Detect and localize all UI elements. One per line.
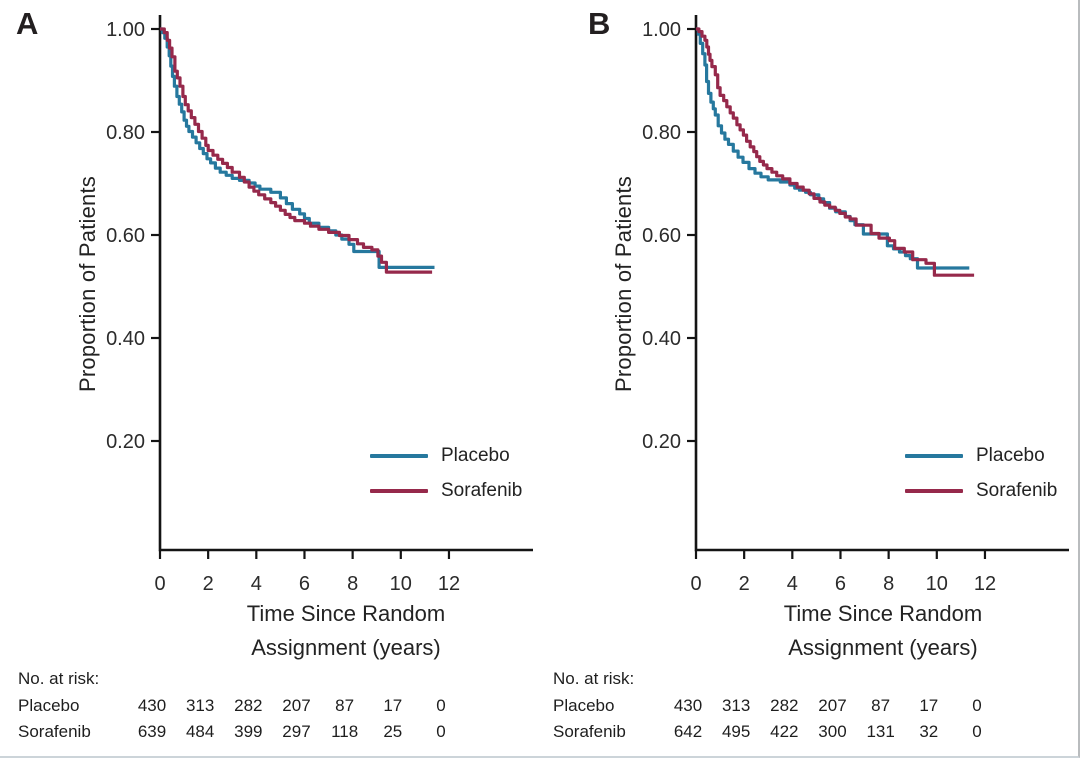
panel-a-letter: A [16, 6, 39, 41]
risk-count: 87 [335, 696, 355, 715]
risk-count: 17 [919, 696, 939, 715]
svg-text:12: 12 [438, 573, 460, 595]
risk-count: 17 [383, 696, 403, 715]
panel-b-risk-row-sorafenib-label: Sorafenib [553, 722, 626, 741]
panel-b-risk-row-placebo-label: Placebo [553, 696, 615, 715]
risk-count: 639 [137, 722, 167, 741]
svg-text:0.80: 0.80 [106, 122, 145, 144]
svg-text:10: 10 [926, 573, 948, 595]
risk-count: 0 [972, 722, 982, 741]
panel-b-legend: Placebo Sorafenib [905, 438, 1057, 508]
risk-count: 430 [673, 696, 703, 715]
legend-item-placebo: Placebo [905, 438, 1057, 473]
svg-text:4: 4 [787, 573, 798, 595]
risk-count: 118 [331, 722, 359, 741]
svg-text:0.40: 0.40 [642, 328, 681, 350]
svg-text:0.80: 0.80 [642, 122, 681, 144]
panel-a-risk-row-sorafenib-label: Sorafenib [18, 722, 91, 741]
svg-text:1.00: 1.00 [106, 19, 145, 41]
panel-a-risk-header: No. at risk: [18, 669, 100, 688]
x-axis-title-line1: Time Since Random [783, 601, 983, 626]
risk-count: 642 [673, 722, 703, 741]
svg-text:4: 4 [251, 573, 262, 595]
panel-b-risk-header: No. at risk: [553, 669, 635, 688]
svg-text:6: 6 [835, 573, 846, 595]
svg-text:0.20: 0.20 [106, 431, 145, 453]
panel-a-y-axis-title: Proportion of Patients [75, 176, 100, 392]
risk-count: 0 [436, 722, 446, 741]
placebo-line-swatch [905, 453, 963, 458]
svg-text:8: 8 [347, 573, 358, 595]
svg-text:1.00: 1.00 [642, 19, 681, 41]
panel-a-risk-row-placebo-label: Placebo [18, 696, 80, 715]
risk-count: 0 [436, 696, 446, 715]
risk-count: 313 [721, 696, 751, 715]
svg-text:0.60: 0.60 [642, 225, 681, 247]
legend-item-placebo: Placebo [370, 438, 522, 473]
legend-label: Sorafenib [976, 479, 1058, 501]
risk-count: 87 [871, 696, 891, 715]
risk-count: 282 [770, 696, 799, 715]
risk-count: 422 [770, 722, 799, 741]
risk-count: 484 [185, 722, 215, 741]
risk-count: 399 [234, 722, 263, 741]
x-axis-title-line2: Assignment (years) [251, 635, 441, 660]
legend-item-sorafenib: Sorafenib [370, 473, 522, 508]
legend-label: Sorafenib [441, 479, 523, 501]
svg-text:0.20: 0.20 [642, 431, 681, 453]
legend-label: Placebo [976, 444, 1045, 466]
risk-count: 207 [282, 696, 311, 715]
x-axis-title-line1: Time Since Random [246, 601, 446, 626]
risk-count: 300 [818, 722, 847, 741]
x-axis-title-line2: Assignment (years) [788, 635, 978, 660]
risk-count: 495 [721, 722, 751, 741]
panel-a-legend: Placebo Sorafenib [370, 438, 522, 508]
legend-label: Placebo [441, 444, 510, 466]
risk-count: 32 [919, 722, 939, 741]
risk-count: 0 [972, 696, 982, 715]
panel-b-x-axis-title: Time Since Random Assignment (years) [683, 597, 1078, 665]
risk-count: 430 [137, 696, 167, 715]
risk-count: 25 [383, 722, 403, 741]
svg-text:0.60: 0.60 [106, 225, 145, 247]
risk-count: 131 [866, 722, 895, 741]
panel-a-x-axis-title: Time Since Random Assignment (years) [146, 597, 546, 665]
panel-b-y-axis-title: Proportion of Patients [611, 176, 636, 392]
risk-count: 297 [282, 722, 311, 741]
placebo-line-swatch [370, 453, 428, 458]
svg-text:0: 0 [690, 573, 701, 595]
sorafenib-line-swatch [905, 488, 963, 493]
svg-text:12: 12 [974, 573, 996, 595]
risk-count: 282 [234, 696, 263, 715]
svg-text:8: 8 [883, 573, 894, 595]
risk-count: 207 [818, 696, 847, 715]
svg-text:2: 2 [203, 573, 214, 595]
panel-b-letter: B [588, 6, 611, 41]
legend-item-sorafenib: Sorafenib [905, 473, 1057, 508]
svg-text:0.40: 0.40 [106, 328, 145, 350]
svg-text:2: 2 [739, 573, 750, 595]
svg-text:0: 0 [154, 573, 165, 595]
svg-text:10: 10 [390, 573, 412, 595]
sorafenib-line-swatch [370, 488, 428, 493]
svg-text:6: 6 [299, 573, 310, 595]
risk-count: 313 [185, 696, 215, 715]
